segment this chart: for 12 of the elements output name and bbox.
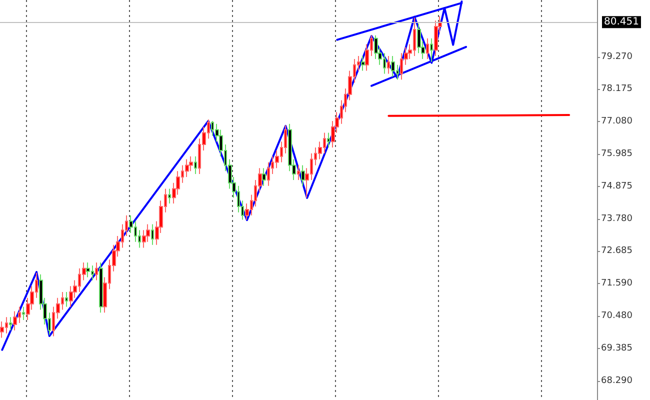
y-tick-label: 78.175	[601, 84, 632, 94]
y-tick-label: 79.270	[601, 52, 633, 62]
y-tick-label: 73.780	[601, 214, 633, 224]
y-tick-label: 71.590	[601, 278, 633, 288]
y-tick-label: 68.290	[601, 376, 633, 386]
ref-line-label: 80.451	[604, 16, 639, 28]
y-tick-label: 75.985	[601, 148, 632, 159]
y-tick-label: 72.685	[601, 246, 632, 256]
y-tick-label: 74.875	[601, 182, 632, 192]
y-tick-label: 70.480	[601, 311, 633, 322]
y-tick-label: 77.080	[601, 116, 633, 127]
y-tick-label: 69.385	[601, 344, 632, 354]
